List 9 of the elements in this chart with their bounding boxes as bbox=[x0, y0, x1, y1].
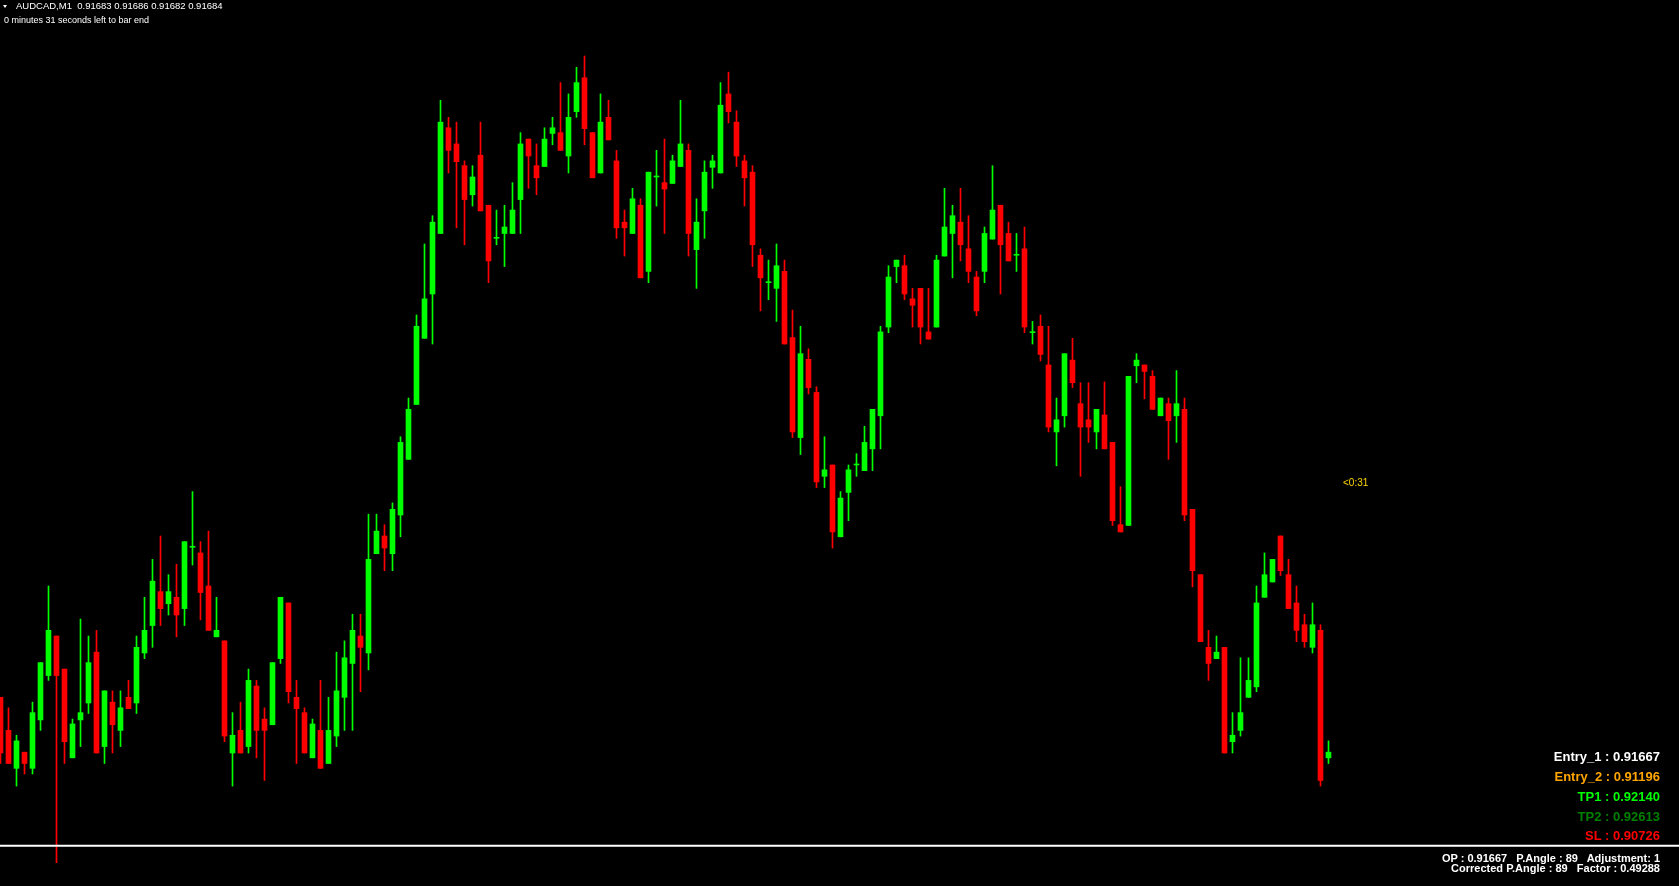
text: SL : 0.90726 bbox=[1585, 828, 1660, 843]
text: OP : 0.91667 P.Angle : 89 Adjustment: 1 bbox=[1441, 852, 1660, 864]
text: TP2 : 0.92613 bbox=[1577, 809, 1660, 824]
text: <0:31 bbox=[1343, 477, 1369, 488]
chart-subtitle: 0 minutes 31 seconds left to bar end bbox=[4, 15, 150, 25]
text: TP1 : 0.92140 bbox=[1577, 789, 1660, 804]
chart-title: AUDCAD,M1 0.91683 0.91686 0.91682 0.91684 bbox=[16, 0, 223, 11]
text: Entry_1 : 0.91667 bbox=[1553, 749, 1660, 764]
text: Entry_2 : 0.91196 bbox=[1554, 769, 1660, 784]
